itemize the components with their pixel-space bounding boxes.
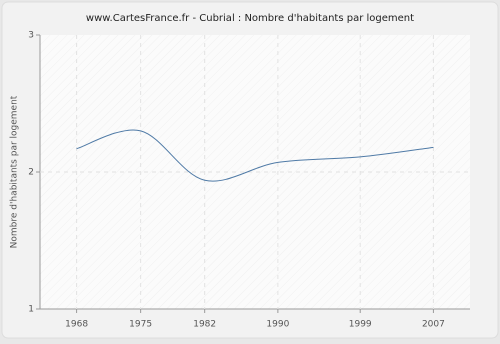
y-tick-label: 2 [28,168,34,178]
chart-title: www.CartesFrance.fr - Cubrial : Nombre d… [86,13,414,24]
x-tick-label: 1990 [266,320,289,330]
y-axis-label: Nombre d'habitants par logement [10,95,20,248]
plot-area [40,35,470,309]
data-line [76,129,434,182]
x-tick-label: 1968 [65,320,88,330]
y-tick-label: 3 [28,31,34,41]
x-tick-label: 2007 [422,320,445,330]
x-tick-label: 1982 [193,320,216,330]
x-tick-label: 1975 [129,320,152,330]
y-tick-label: 1 [28,305,34,315]
x-tick-label: 1999 [349,320,372,330]
